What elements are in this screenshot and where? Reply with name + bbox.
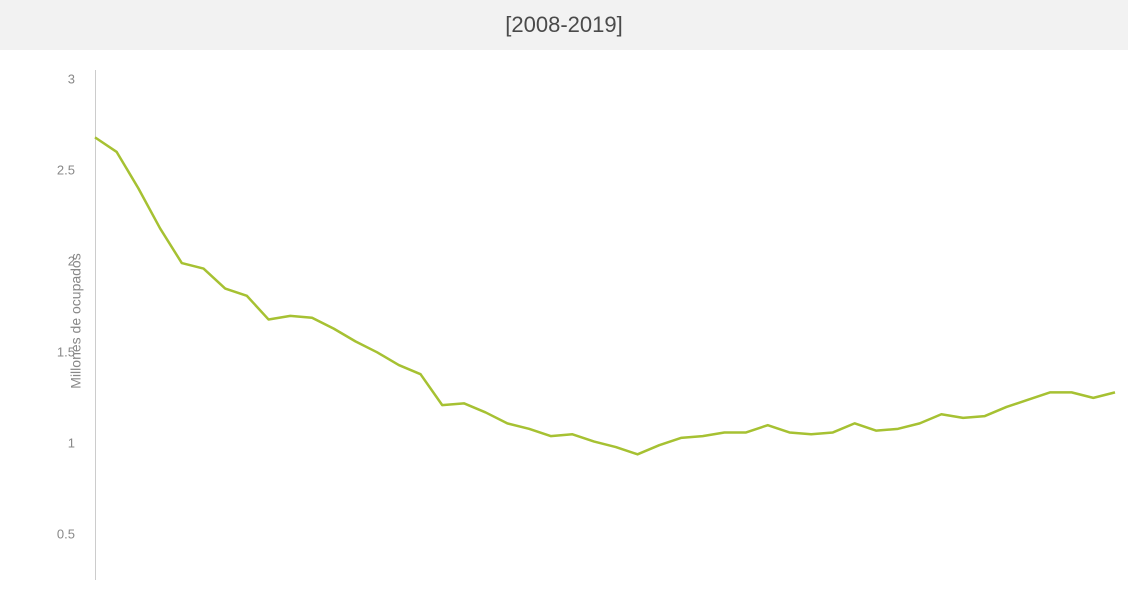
- y-axis: Millones de ocupados 0.5 1 1.5 2 2.5 3: [0, 50, 95, 591]
- chart-area: Millones de ocupados 0.5 1 1.5 2 2.5 3: [0, 50, 1128, 591]
- y-tick-label: 1: [68, 436, 75, 451]
- data-line: [95, 137, 1115, 454]
- title-bar: [2008-2019]: [0, 0, 1128, 50]
- chart-title: [2008-2019]: [505, 12, 622, 38]
- y-tick-label: 2: [68, 254, 75, 269]
- y-tick-label: 3: [68, 72, 75, 87]
- y-axis-title: Millones de ocupados: [68, 253, 84, 388]
- line-chart-svg: [95, 70, 1115, 580]
- plot-area: [95, 70, 1115, 580]
- y-tick-label: 1.5: [57, 345, 75, 360]
- y-tick-label: 2.5: [57, 163, 75, 178]
- y-tick-label: 0.5: [57, 527, 75, 542]
